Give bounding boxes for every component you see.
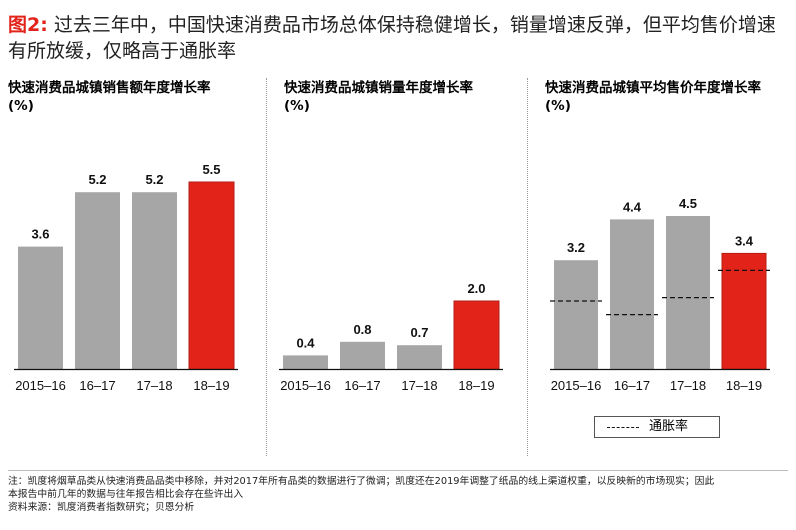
x-tick-label: 2015–16 bbox=[551, 378, 602, 393]
data-label: 0.7 bbox=[410, 325, 428, 340]
bar bbox=[666, 216, 710, 369]
x-tick-label: 17–18 bbox=[401, 378, 437, 393]
data-label: 5.5 bbox=[202, 162, 220, 177]
bar bbox=[188, 181, 235, 370]
x-tick-label: 18–19 bbox=[726, 378, 762, 393]
footer-divider bbox=[8, 470, 788, 471]
x-tick-label: 16–17 bbox=[344, 378, 380, 393]
data-label: 3.4 bbox=[735, 233, 754, 248]
panel-2-unit: (%) bbox=[284, 98, 310, 114]
bar bbox=[397, 345, 442, 369]
note-line-2: 本报告中前几年的数据与往年报告相比会存在些许出入 bbox=[8, 489, 244, 500]
x-tick-label: 18–19 bbox=[193, 378, 229, 393]
x-tick-label: 16–17 bbox=[614, 378, 650, 393]
data-label: 0.8 bbox=[353, 322, 371, 337]
panel-3-unit: (%) bbox=[545, 98, 571, 114]
x-tick-label: 17–18 bbox=[136, 378, 172, 393]
note-line-3: 资料来源：凯度消费者指数研究；贝恩分析 bbox=[8, 502, 195, 513]
data-label: 5.2 bbox=[145, 172, 163, 187]
inflation-legend-swatch bbox=[607, 427, 639, 428]
data-label: 4.4 bbox=[623, 199, 642, 214]
bar bbox=[340, 341, 385, 369]
figure-label: 图2: bbox=[8, 14, 48, 36]
bar bbox=[610, 219, 654, 369]
bar bbox=[721, 252, 767, 370]
bar bbox=[132, 192, 177, 369]
bar bbox=[453, 300, 500, 370]
panel-divider bbox=[527, 78, 528, 456]
figure-title-text: 过去三年中，中国快速消费品市场总体保持稳健增长，销量增速反弹，但平均售价增速有所… bbox=[8, 14, 776, 62]
data-label: 2.0 bbox=[467, 281, 485, 296]
data-label: 0.4 bbox=[296, 335, 315, 350]
data-label: 4.5 bbox=[679, 196, 697, 211]
panel-1-title: 快速消费品城镇销售额年度增长率 bbox=[8, 80, 211, 96]
data-label: 3.2 bbox=[567, 240, 585, 255]
x-tick-label: 17–18 bbox=[670, 378, 706, 393]
x-tick-label: 2015–16 bbox=[15, 378, 66, 393]
data-label: 3.6 bbox=[31, 227, 49, 242]
bar bbox=[18, 246, 63, 369]
figure-title: 图2: 过去三年中，中国快速消费品市场总体保持稳健增长，销量增速反弹，但平均售价… bbox=[8, 12, 788, 64]
charts-canvas: 3.6 2015–16 5.2 16–17 5.2 17–18 5.5 18–19 0.4 201… bbox=[14, 162, 770, 393]
bar bbox=[75, 192, 120, 369]
x-tick-label: 2015–16 bbox=[280, 378, 331, 393]
x-tick-label: 16–17 bbox=[79, 378, 115, 393]
panel-3-title: 快速消费品城镇平均售价年度增长率 bbox=[545, 80, 761, 96]
panel-1-unit: (%) bbox=[8, 98, 34, 114]
data-label: 5.2 bbox=[88, 172, 106, 187]
bar bbox=[283, 355, 328, 369]
bar bbox=[554, 260, 598, 369]
x-tick-label: 18–19 bbox=[458, 378, 494, 393]
panel-divider bbox=[266, 78, 267, 456]
inflation-legend-label: 通胀率 bbox=[649, 419, 689, 434]
note-line-1: 注：凯度将烟草品类从快速消费品品类中移除，并对2017年所有品类的数据进行了微调… bbox=[8, 476, 715, 487]
panel-2-title: 快速消费品城镇销量年度增长率 bbox=[284, 80, 473, 96]
inflation-legend: 通胀率 bbox=[594, 416, 720, 438]
